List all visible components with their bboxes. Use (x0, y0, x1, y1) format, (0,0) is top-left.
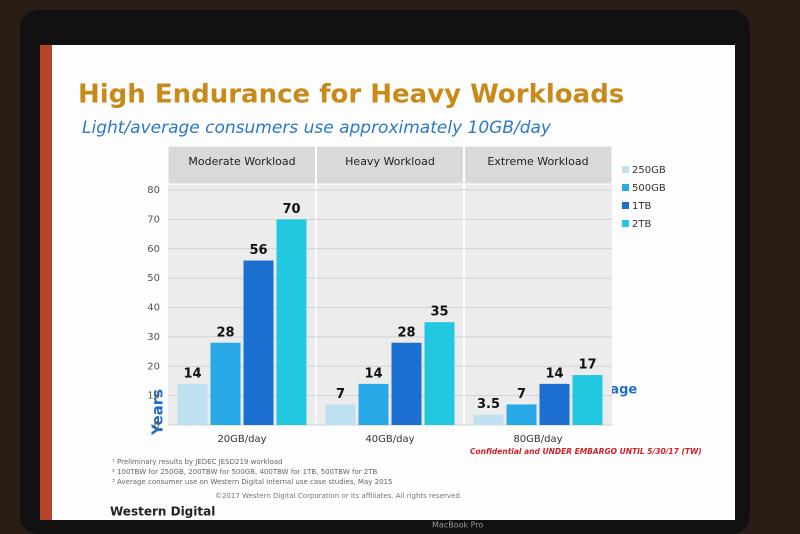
legend-swatch (622, 184, 629, 191)
data-label: 3.5 (477, 397, 500, 412)
legend-label: 2TB (632, 219, 651, 230)
y-axis-label: Years (149, 389, 167, 436)
y-tick-label: 50 (147, 273, 160, 284)
bar (424, 322, 455, 425)
panel-title: Extreme Workload (487, 155, 588, 168)
legend-swatch (622, 202, 629, 209)
legend-label: 1TB (632, 201, 651, 212)
legend-swatch (622, 166, 629, 173)
data-label: 70 (282, 202, 300, 217)
y-tick-label: 0 (154, 420, 160, 431)
panel-header (463, 145, 613, 185)
y-tick-label: 80 (147, 185, 160, 196)
legend-swatch (622, 220, 629, 227)
data-label: 35 (430, 305, 448, 320)
brand: Western Digital (110, 505, 215, 519)
panel-header (167, 145, 317, 185)
device-label: MacBook Pro (432, 521, 483, 530)
data-label: 7 (517, 387, 526, 402)
bar (506, 404, 537, 425)
bar (325, 404, 356, 425)
bar (539, 383, 570, 425)
x-tick-label: 20GB/day (217, 434, 266, 445)
bar (276, 219, 307, 425)
bar (473, 414, 504, 425)
bar (391, 342, 422, 425)
legend-label: 500GB (632, 183, 666, 194)
data-label: 28 (397, 325, 415, 340)
bar (210, 342, 241, 425)
copyright: ©2017 Western Digital Corporation or its… (215, 492, 462, 500)
y-tick-label: 70 (147, 214, 160, 225)
data-label: 14 (183, 366, 201, 381)
data-label: 7 (336, 387, 345, 402)
data-label: 28 (216, 325, 234, 340)
x-tick-label: 40GB/day (365, 434, 414, 445)
data-label: 14 (545, 366, 563, 381)
panel-title: Moderate Workload (188, 155, 295, 168)
y-tick-label: 60 (147, 244, 160, 255)
bar (177, 383, 208, 425)
footnote: ² 100TBW for 250GB, 200TBW for 500GB, 40… (112, 468, 378, 476)
plot-background (168, 146, 612, 425)
x-tick-label: 80GB/day (513, 434, 562, 445)
legend-label: 250GB (632, 165, 666, 176)
y-tick-label: 30 (147, 332, 160, 343)
bar (572, 375, 603, 425)
data-label: 14 (364, 366, 382, 381)
footnote: ¹ Preliminary results by JEDEC JESD219 w… (112, 458, 283, 466)
chart-title: High Endurance for Heavy Workloads (78, 80, 624, 110)
panel-header (315, 145, 465, 185)
y-tick-label: 20 (147, 361, 160, 372)
confidential-note: Confidential and UNDER EMBARGO UNTIL 5/3… (470, 447, 702, 456)
footnote: ³ Average consumer use on Western Digita… (112, 478, 392, 486)
y-tick-label: 10 (147, 391, 160, 402)
y-tick-label: 40 (147, 303, 160, 314)
bar (243, 260, 274, 425)
chart-subtitle: Light/average consumers use approximatel… (82, 118, 552, 138)
data-label: 17 (578, 358, 596, 373)
panel-title: Heavy Workload (345, 155, 435, 168)
bar (358, 383, 389, 425)
data-label: 56 (249, 243, 267, 258)
slide-edge (40, 45, 52, 520)
